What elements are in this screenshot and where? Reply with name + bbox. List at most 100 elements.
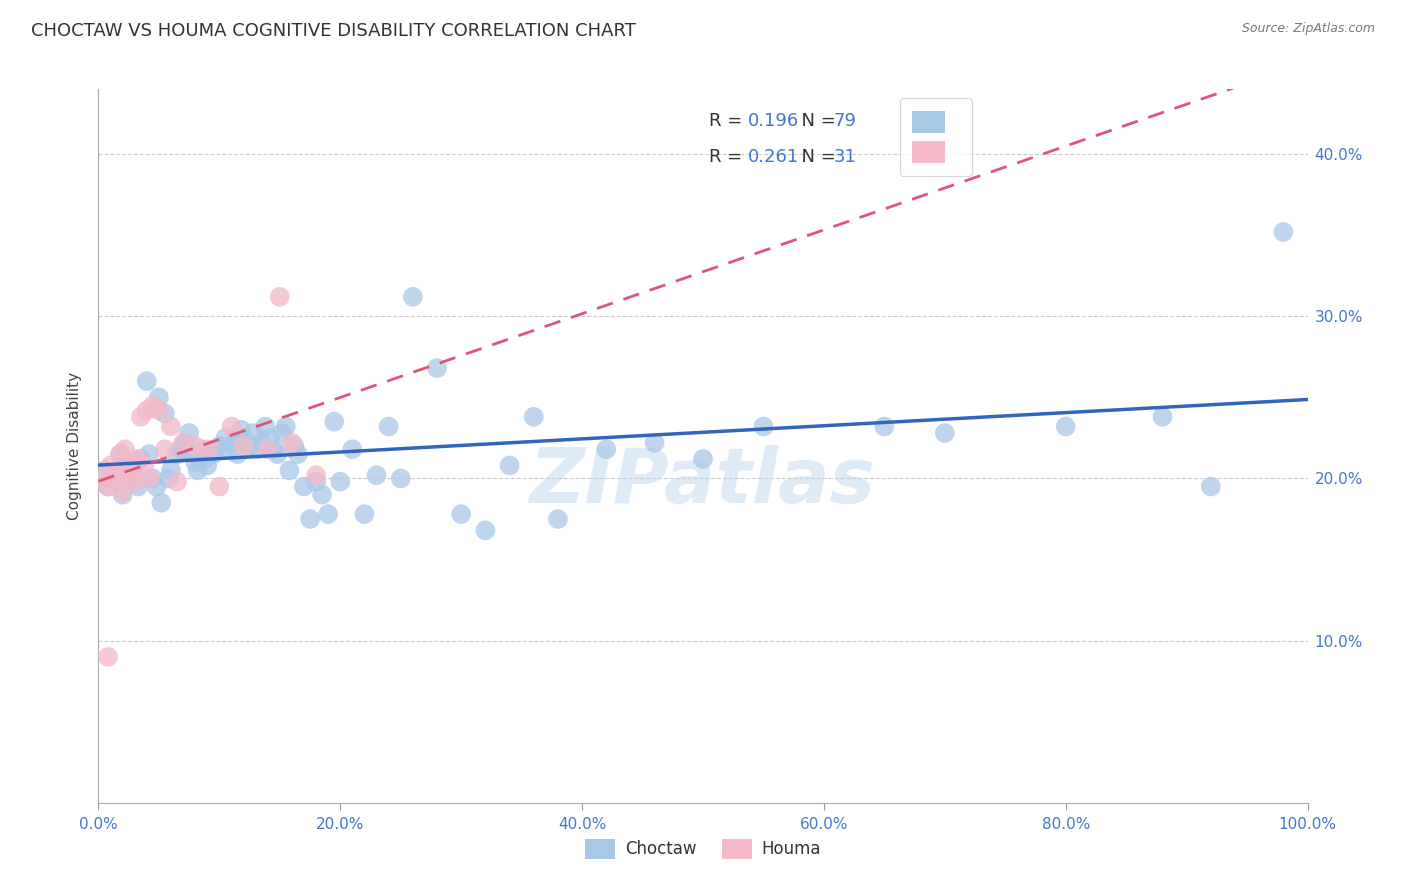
Point [105, 471, 128, 485]
Point [259, 431, 281, 445]
Text: R =: R = [709, 112, 748, 130]
Point [174, 435, 197, 450]
Point [208, 479, 231, 493]
Point [105, 468, 128, 483]
Point [172, 435, 194, 450]
Point [274, 419, 297, 434]
Point [1199, 479, 1222, 493]
Point [129, 409, 152, 424]
Text: R =: R = [709, 148, 748, 166]
Text: N =: N = [790, 112, 842, 130]
Point [129, 452, 152, 467]
Point [184, 439, 207, 453]
Point [138, 471, 160, 485]
Point [250, 435, 273, 450]
Text: Source: ZipAtlas.com: Source: ZipAtlas.com [1241, 22, 1375, 36]
Text: 31: 31 [834, 148, 856, 166]
Point [150, 496, 173, 510]
Point [283, 439, 305, 453]
Text: 79: 79 [834, 112, 856, 130]
Point [547, 512, 569, 526]
Point [256, 442, 278, 457]
Point [166, 447, 188, 461]
Point [254, 419, 277, 434]
Point [187, 463, 209, 477]
Point [97, 649, 120, 664]
Point [353, 507, 375, 521]
Text: N =: N = [790, 148, 842, 166]
Point [135, 403, 157, 417]
Point [305, 475, 328, 489]
Point [169, 442, 191, 457]
Point [124, 471, 146, 485]
Point [266, 447, 288, 461]
Point [329, 475, 352, 489]
Point [127, 479, 149, 493]
Point [389, 471, 412, 485]
Point [179, 425, 201, 440]
Point [402, 290, 425, 304]
Point [97, 479, 120, 493]
Point [271, 425, 294, 440]
Point [214, 431, 236, 445]
Point [595, 442, 617, 457]
Point [127, 452, 149, 467]
Point [692, 452, 714, 467]
Point [108, 447, 131, 461]
Point [644, 435, 666, 450]
Point [208, 439, 231, 453]
Point [184, 455, 207, 469]
Point [121, 458, 143, 473]
Point [100, 458, 122, 473]
Point [195, 442, 218, 457]
Point [134, 458, 156, 473]
Point [523, 409, 546, 424]
Point [474, 524, 496, 538]
Point [202, 447, 225, 461]
Point [142, 399, 165, 413]
Text: 0.196: 0.196 [748, 112, 799, 130]
Point [287, 447, 309, 461]
Point [221, 419, 243, 434]
Point [263, 442, 285, 457]
Point [195, 458, 218, 473]
Point [160, 419, 183, 434]
Point [194, 452, 217, 467]
Point [148, 403, 170, 417]
Legend: Choctaw, Houma: Choctaw, Houma [578, 832, 828, 866]
Point [127, 455, 149, 469]
Point [269, 290, 291, 304]
Point [247, 442, 270, 457]
Point [97, 479, 120, 493]
Point [752, 419, 775, 434]
Point [292, 479, 315, 493]
Point [114, 458, 136, 473]
Point [160, 463, 183, 477]
Point [1152, 409, 1174, 424]
Point [1272, 225, 1295, 239]
Point [108, 447, 131, 461]
Point [242, 425, 264, 440]
Point [124, 475, 146, 489]
Point [118, 468, 141, 483]
Point [153, 407, 176, 421]
Point [232, 431, 254, 445]
Point [450, 507, 472, 521]
Point [311, 488, 333, 502]
Point [299, 512, 322, 526]
Point [166, 475, 188, 489]
Point [145, 479, 167, 493]
Point [148, 390, 170, 404]
Text: 0.261: 0.261 [748, 148, 799, 166]
Point [426, 361, 449, 376]
Point [153, 442, 176, 457]
Point [342, 442, 364, 457]
Point [498, 458, 520, 473]
Point [316, 507, 339, 521]
Point [142, 471, 165, 485]
Point [278, 463, 301, 477]
Point [111, 484, 134, 499]
Point [222, 435, 245, 450]
Point [232, 439, 254, 453]
Point [873, 419, 896, 434]
